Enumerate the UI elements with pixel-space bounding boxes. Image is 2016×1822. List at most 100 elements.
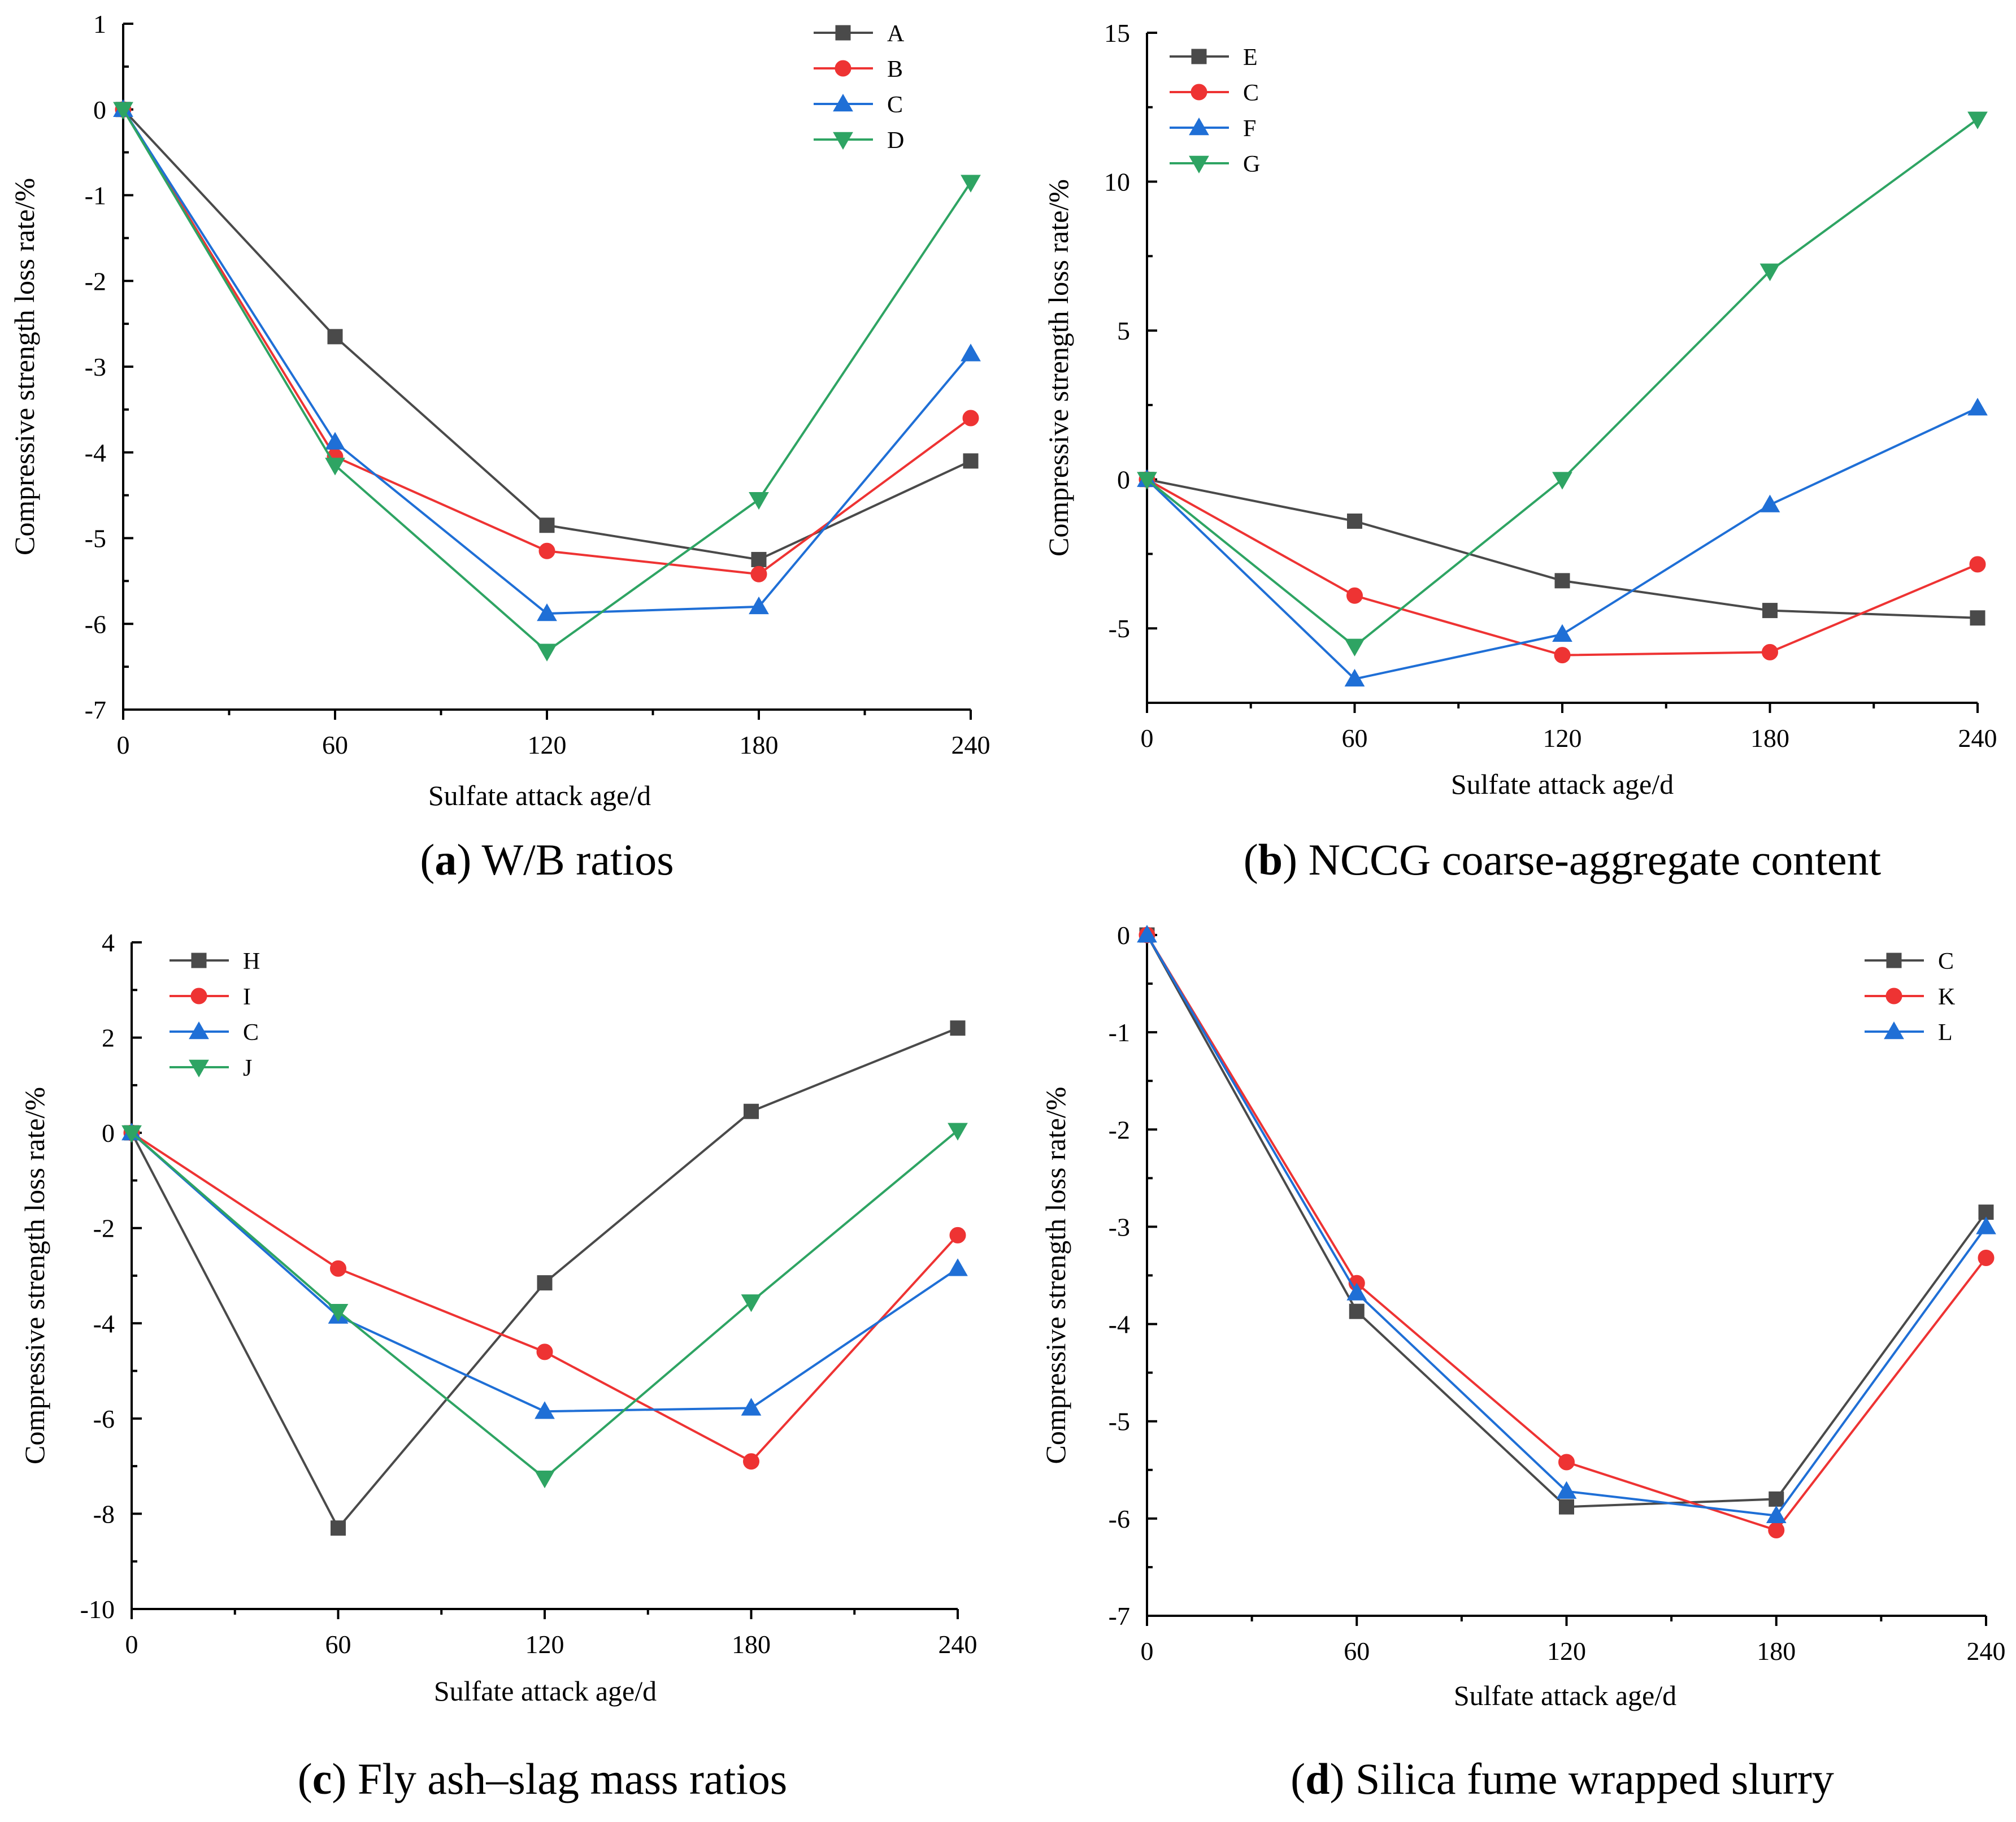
- y-tick-label: -1: [1109, 1018, 1130, 1047]
- series-A: [115, 102, 979, 567]
- x-tick-label: 60: [322, 730, 348, 759]
- panel-c: 4 2 0 -2 -4 -6 -8 -10 0 60 120 180 240 Sulfate attack…: [19, 928, 977, 1803]
- data-point: [744, 1103, 759, 1119]
- x-tick-label: 240: [939, 1630, 977, 1659]
- x-tick-label: 60: [1344, 1637, 1370, 1666]
- legend-marker: [835, 60, 851, 77]
- data-point: [741, 1294, 762, 1312]
- series-line: [122, 108, 972, 653]
- data-point: [751, 551, 767, 567]
- data-point: [1558, 1454, 1575, 1471]
- y-tick-label: 4: [102, 928, 115, 957]
- data-point: [750, 566, 767, 582]
- y-tick-label: -5: [85, 524, 106, 553]
- legend-marker: [189, 1021, 209, 1040]
- data-point: [1344, 638, 1365, 656]
- panel-caption: (a) W/B ratios: [420, 835, 674, 884]
- legend-marker: [1189, 155, 1209, 174]
- caption-letter: a: [435, 835, 457, 884]
- legend-marker: [1191, 49, 1207, 64]
- data-point: [1969, 556, 1986, 573]
- panel-b: 15 10 5 0 -5 0 60 120 180 240 Sulfate attack age/d…: [1042, 19, 1997, 884]
- data-point: [1759, 263, 1780, 281]
- y-tick-label: -5: [1109, 1407, 1130, 1436]
- series-B: [115, 101, 979, 582]
- x-tick-label: 0: [117, 730, 130, 759]
- caption-title: W/B ratios: [481, 835, 674, 884]
- series-H: [124, 1020, 966, 1536]
- y-tick-label: 0: [102, 1119, 115, 1147]
- y-axis-title: Compressive strength loss rate/%: [1040, 1087, 1071, 1464]
- y-axis-title: Compressive strength loss rate/%: [1042, 179, 1074, 556]
- legend-marker: [189, 1059, 209, 1078]
- legend-label: C: [887, 92, 903, 118]
- data-point: [121, 1125, 142, 1143]
- series-E: [1139, 472, 1985, 626]
- data-point: [1762, 643, 1778, 660]
- caption-paren-open: (: [420, 835, 435, 884]
- series-F: [1137, 398, 1988, 687]
- data-point: [1552, 472, 1572, 490]
- caption-letter: b: [1258, 835, 1283, 884]
- x-tick-label: 240: [1967, 1637, 2006, 1666]
- data-point: [537, 603, 557, 621]
- legend-marker: [1884, 1021, 1904, 1040]
- x-tick-label: 0: [1141, 724, 1154, 753]
- caption-paren-open: (: [1291, 1754, 1305, 1803]
- panel-caption: (c) Fly ash–slag mass ratios: [298, 1754, 788, 1803]
- y-axis-title: Compressive strength loss rate/%: [8, 178, 40, 555]
- data-point: [1137, 472, 1157, 490]
- legend-marker: [1191, 84, 1207, 101]
- series-line: [131, 1129, 959, 1480]
- data-point: [1346, 1282, 1367, 1301]
- data-point: [1554, 647, 1571, 664]
- series-line: [1146, 934, 1987, 1532]
- data-point: [949, 1227, 966, 1243]
- x-tick-label: 120: [1547, 1637, 1586, 1666]
- data-point: [948, 1123, 968, 1141]
- y-tick-label: -3: [85, 353, 106, 381]
- y-tick-label: -6: [85, 610, 106, 638]
- y-tick-label: 0: [1117, 466, 1130, 494]
- data-point: [1559, 1499, 1574, 1515]
- legend-marker: [1885, 988, 1902, 1005]
- data-point: [1552, 624, 1572, 642]
- y-tick-label: -6: [93, 1404, 115, 1433]
- data-point: [1556, 1481, 1577, 1499]
- data-point: [328, 1303, 349, 1322]
- data-point: [1967, 398, 1988, 416]
- legend-label: C: [243, 1020, 259, 1046]
- y-tick-label: 10: [1104, 168, 1130, 197]
- legend-label: B: [887, 56, 903, 82]
- legend-marker: [1189, 117, 1209, 136]
- legend-label: K: [1938, 984, 1955, 1010]
- data-point: [537, 1275, 553, 1291]
- data-point: [113, 102, 133, 120]
- data-point: [331, 1520, 346, 1536]
- caption-letter: d: [1305, 1754, 1329, 1803]
- series-D: [113, 102, 981, 662]
- y-tick-label: 0: [93, 95, 106, 124]
- data-point: [1347, 513, 1362, 529]
- caption-paren-close: ): [457, 835, 481, 884]
- caption-paren-close: ): [1283, 835, 1308, 884]
- data-point: [1766, 1505, 1787, 1523]
- series-line: [1146, 934, 1987, 1517]
- caption-paren-open: (: [298, 1754, 312, 1803]
- x-tick-label: 180: [1750, 724, 1789, 753]
- y-tick-label: -8: [93, 1499, 115, 1528]
- series-G: [1137, 111, 1988, 656]
- series-line: [122, 108, 972, 615]
- data-point: [536, 1343, 553, 1360]
- data-point: [961, 175, 981, 193]
- x-tick-label: 0: [125, 1630, 138, 1659]
- data-point: [962, 410, 979, 427]
- data-point: [1768, 1522, 1785, 1539]
- data-point: [961, 343, 981, 362]
- data-point: [330, 1260, 346, 1277]
- data-point: [1554, 573, 1570, 589]
- x-tick-label: 0: [1141, 1637, 1154, 1666]
- x-axis-title: Sulfate attack age/d: [1451, 768, 1674, 800]
- legend-label: D: [887, 128, 904, 154]
